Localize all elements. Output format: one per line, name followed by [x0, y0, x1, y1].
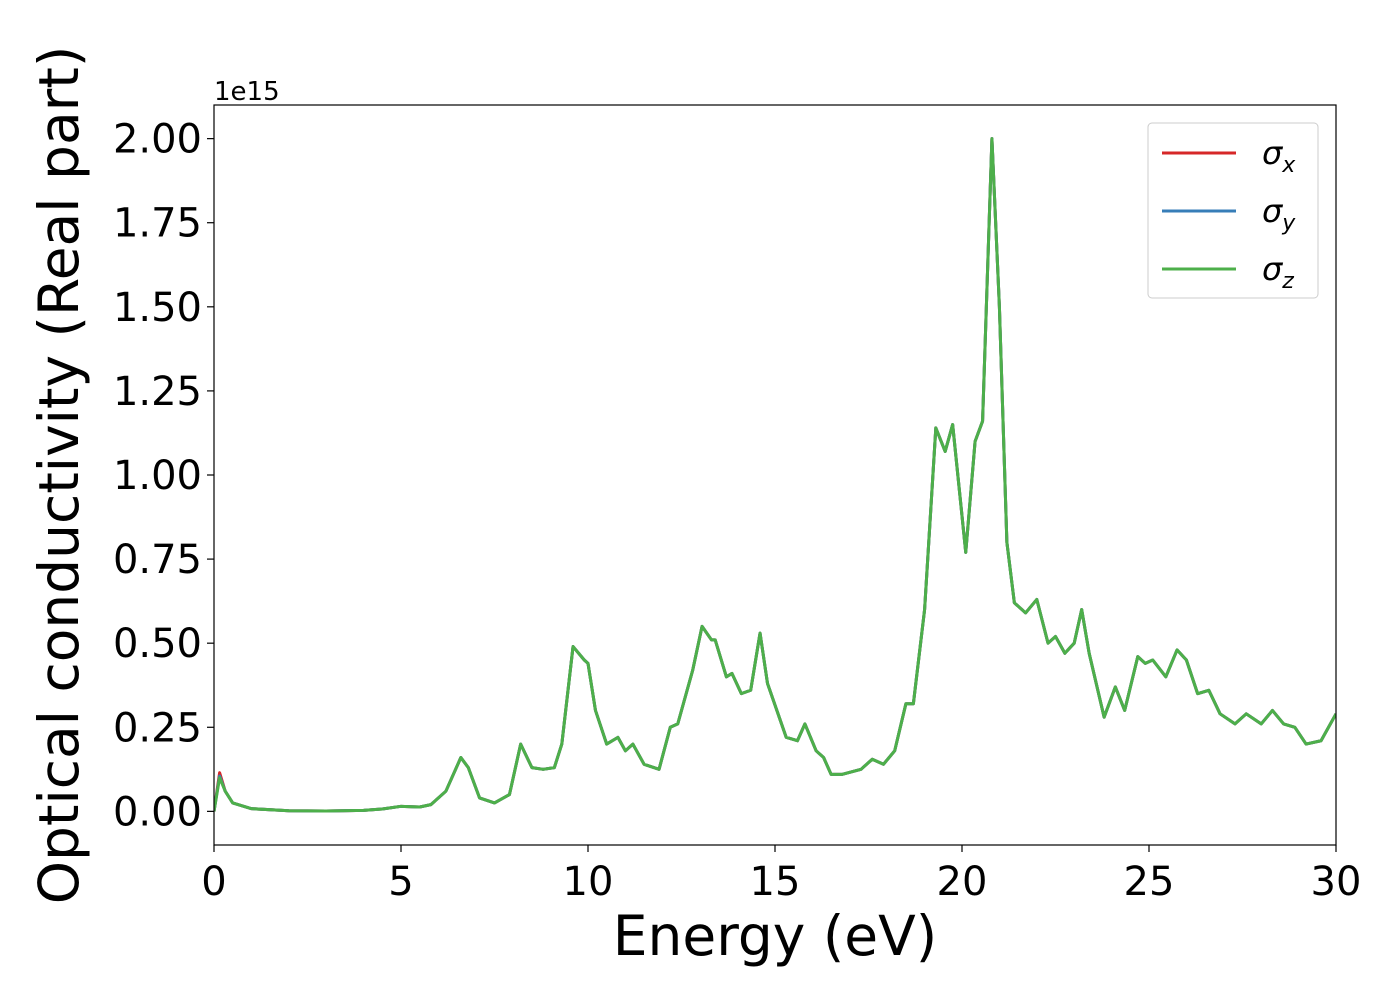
- x-tick-label: 15: [750, 859, 801, 905]
- x-tick-label: 0: [201, 859, 226, 905]
- y-tick-label: 1.25: [113, 369, 202, 415]
- x-tick-label: 5: [388, 859, 413, 905]
- x-tick-label: 25: [1124, 859, 1175, 905]
- y-tick-label: 1.75: [113, 201, 202, 247]
- legend-label: σx: [1262, 134, 1296, 178]
- x-tick-label: 10: [563, 859, 614, 905]
- y-tick-label: 0.50: [113, 621, 202, 667]
- y-tick-label: 0.25: [113, 705, 202, 751]
- y-tick-label: 1.50: [113, 285, 202, 331]
- legend-label: σy: [1262, 192, 1296, 236]
- legend-label: σz: [1262, 250, 1294, 294]
- series-line: [214, 137, 1336, 813]
- plot-frame: [213, 104, 1337, 846]
- y-tick-label: 0.00: [113, 789, 202, 835]
- y-axis-label: Optical conductivity (Real part): [27, 46, 91, 905]
- offset-label: 1e15: [214, 77, 280, 107]
- x-axis-label: Energy (eV): [613, 904, 937, 968]
- y-tick-label: 2.00: [113, 117, 202, 163]
- y-tick-label: 1.00: [113, 453, 202, 499]
- x-tick-label: 30: [1311, 859, 1362, 905]
- x-tick-label: 20: [937, 859, 988, 905]
- y-tick-label: 0.75: [113, 537, 202, 583]
